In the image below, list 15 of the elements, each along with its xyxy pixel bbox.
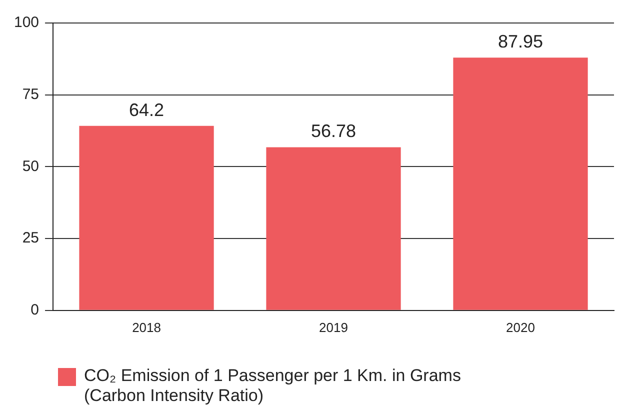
legend-label: CO₂ Emission of 1 Passenger per 1 Km. in Grams (Carbon Intensity Ratio) — [84, 366, 462, 406]
bar — [453, 58, 588, 310]
y-tick-label: 25 — [22, 230, 40, 247]
y-tick-label: 75 — [22, 86, 40, 103]
bar — [266, 147, 401, 310]
bar — [79, 126, 214, 310]
data-label: 64.2 — [129, 100, 164, 120]
y-tick-label: 0 — [30, 302, 40, 319]
data-label: 87.95 — [498, 32, 544, 52]
x-tick-label: 2019 — [319, 320, 348, 335]
y-tick-label: 50 — [22, 158, 40, 175]
y-tick-label: 100 — [14, 14, 40, 32]
data-label: 56.78 — [310, 121, 356, 142]
x-tick-label: 2020 — [506, 320, 535, 335]
x-tick-label: 2018 — [132, 320, 161, 335]
